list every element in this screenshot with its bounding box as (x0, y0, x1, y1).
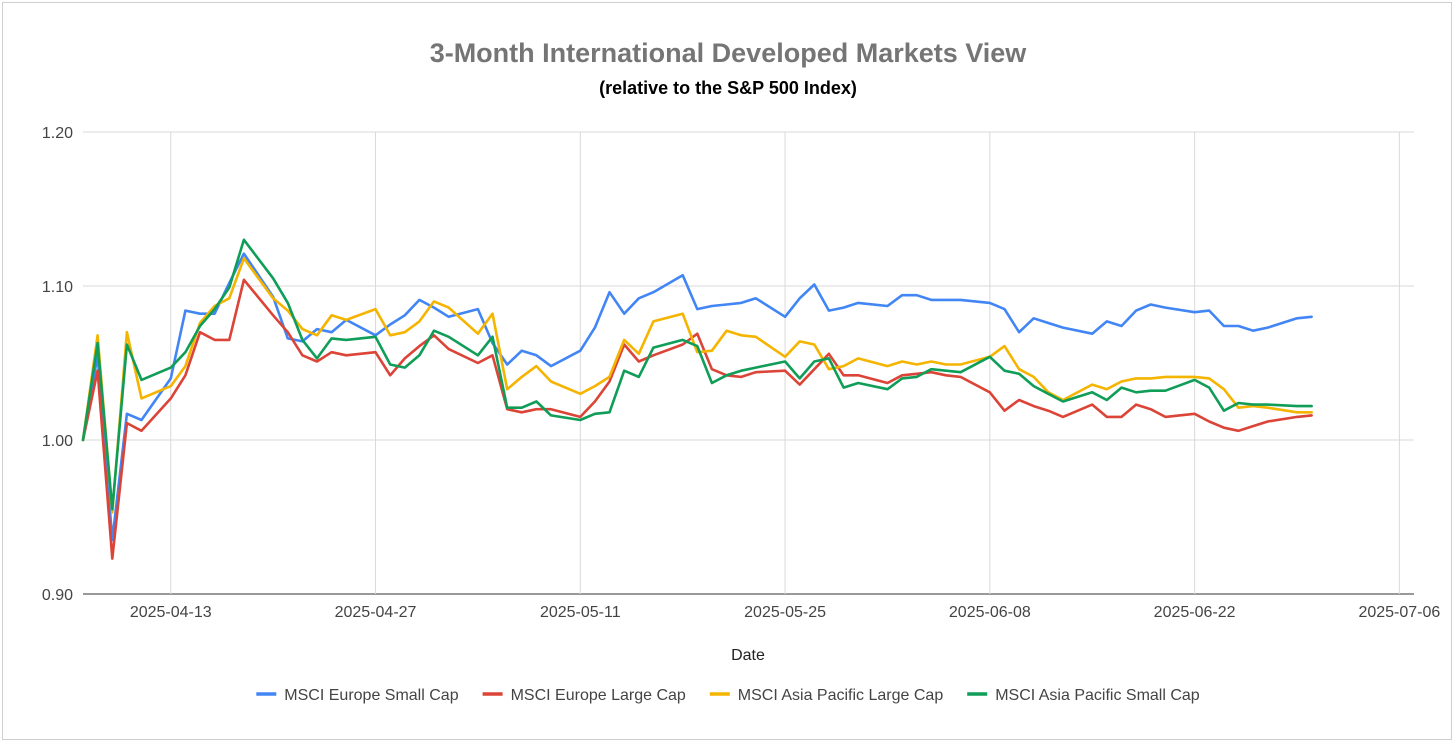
x-tick-label: 2025-07-06 (1358, 604, 1440, 621)
x-tick-label: 2025-06-08 (949, 604, 1031, 621)
series-line-msci-asia-pacific-large-cap (81, 256, 1313, 514)
legend-label: MSCI Europe Small Cap (284, 687, 458, 704)
y-axis: 0.90 1.00 1.10 1.20 (42, 125, 73, 604)
x-axis: 2025-04-13 2025-04-27 2025-05-11 2025-05-25… (130, 604, 1441, 621)
legend-label: MSCI Europe Large Cap (511, 687, 686, 704)
y-tick-label: 0.90 (42, 587, 73, 604)
series-line-msci-europe-small-cap (81, 252, 1313, 542)
x-tick-label: 2025-06-22 (1154, 604, 1236, 621)
legend-item-msci-asia-pacific-small-cap: MSCI Asia Pacific Small Cap (967, 687, 1200, 704)
chart-title: 3-Month International Developed Markets … (430, 38, 1028, 68)
chart-subtitle: (relative to the S&P 500 Index) (599, 78, 857, 98)
y-tick-label: 1.20 (42, 125, 73, 142)
x-tick-label: 2025-04-27 (335, 604, 417, 621)
x-axis-title: Date (731, 647, 765, 664)
legend-item-msci-europe-small-cap: MSCI Europe Small Cap (256, 687, 459, 704)
legend-item-msci-asia-pacific-large-cap: MSCI Asia Pacific Large Cap (709, 687, 944, 704)
x-tick-label: 2025-05-25 (744, 604, 826, 621)
legend-label: MSCI Asia Pacific Large Cap (738, 687, 944, 704)
y-tick-label: 1.00 (42, 433, 73, 450)
legend-item-msci-europe-large-cap: MSCI Europe Large Cap (482, 687, 686, 704)
grid (83, 131, 1414, 595)
series-group (81, 238, 1313, 560)
series-line-msci-europe-large-cap (81, 278, 1313, 560)
series-line-msci-asia-pacific-small-cap (81, 238, 1313, 511)
legend-label: MSCI Asia Pacific Small Cap (995, 687, 1200, 704)
legend: MSCI Europe Small Cap MSCI Europe Large C… (256, 687, 1200, 704)
x-tick-label: 2025-04-13 (130, 604, 212, 621)
y-tick-label: 1.10 (42, 279, 73, 296)
x-tick-label: 2025-05-11 (540, 604, 621, 621)
